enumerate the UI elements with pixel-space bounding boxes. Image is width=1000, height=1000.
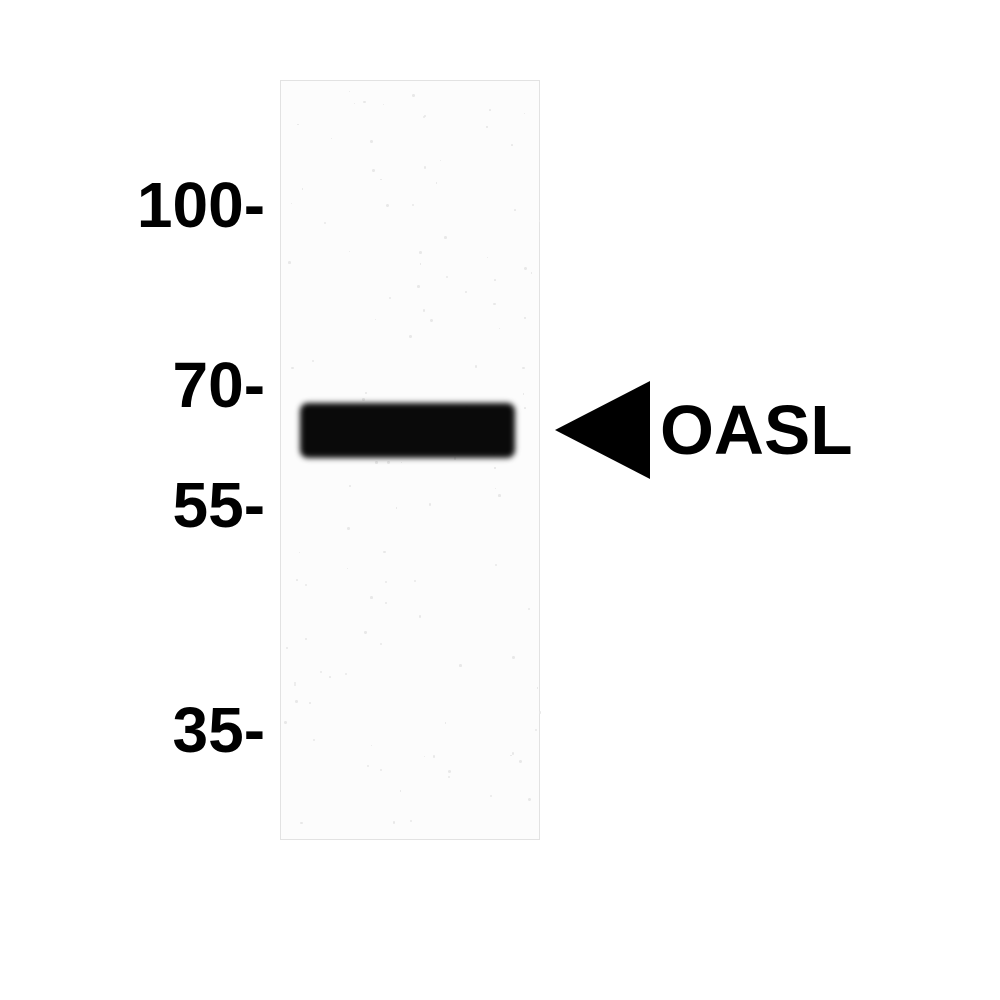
protein-name-label: OASL <box>660 396 853 465</box>
protein-band <box>300 403 515 458</box>
mw-marker-35: 35- <box>173 698 266 762</box>
blot-figure: 100- 70- 55- 35- OASL <box>0 0 1000 1000</box>
blot-lane <box>280 80 540 840</box>
band-arrow-icon <box>555 381 650 479</box>
mw-marker-55: 55- <box>173 473 266 537</box>
mw-marker-100: 100- <box>137 173 265 237</box>
mw-marker-70: 70- <box>173 353 266 417</box>
